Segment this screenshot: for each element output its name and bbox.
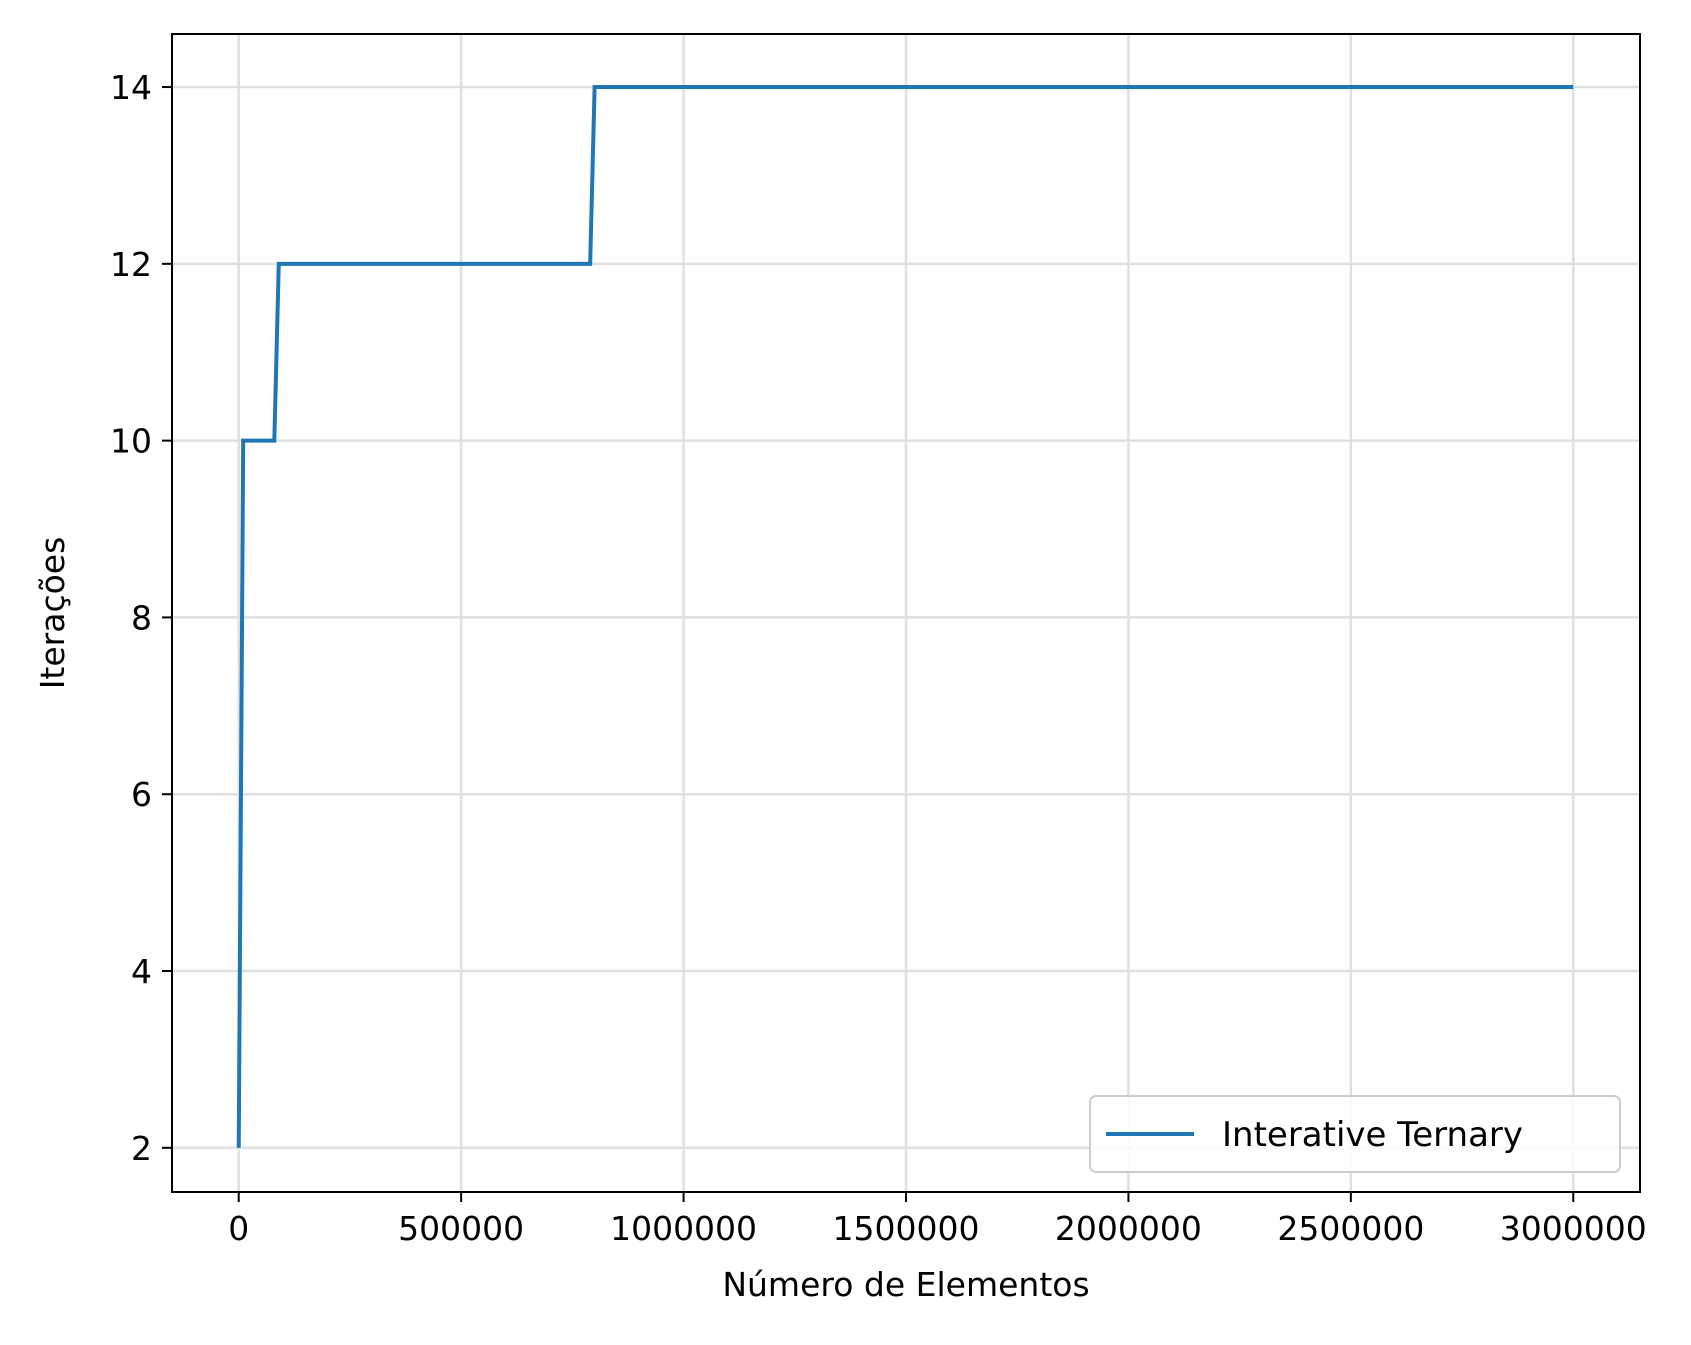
x-tick-label: 500000 (398, 1209, 524, 1248)
x-tick-label: 0 (228, 1209, 249, 1248)
y-tick-label: 12 (110, 245, 152, 284)
x-tick-label: 1000000 (610, 1209, 757, 1248)
y-tick-label: 14 (110, 68, 152, 107)
axis-ticks: 0 500000 1000000 1500000 2000000 2500000 30000… (110, 68, 1647, 1248)
y-axis-title: Iterações (33, 537, 72, 690)
x-tick-label: 2000000 (1055, 1209, 1202, 1248)
y-tick-label: 10 (110, 422, 152, 461)
y-tick-label: 8 (131, 598, 152, 637)
x-tick-label: 1500000 (833, 1209, 980, 1248)
legend: Interative Ternary (1089, 1095, 1621, 1173)
series-layer (236, 85, 1574, 1148)
y-tick-label: 2 (131, 1129, 152, 1168)
x-tick-label: 3000000 (1500, 1209, 1647, 1248)
x-tick-label: 2500000 (1277, 1209, 1424, 1248)
y-tick-label: 6 (131, 775, 152, 814)
x-axis-title: Número de Elementos (722, 1265, 1089, 1304)
series-line-0 (236, 85, 1574, 1148)
y-tick-label: 4 (131, 952, 152, 991)
legend-label-interative-ternary: Interative Ternary (1222, 1115, 1523, 1155)
legend-box (1089, 1095, 1621, 1173)
